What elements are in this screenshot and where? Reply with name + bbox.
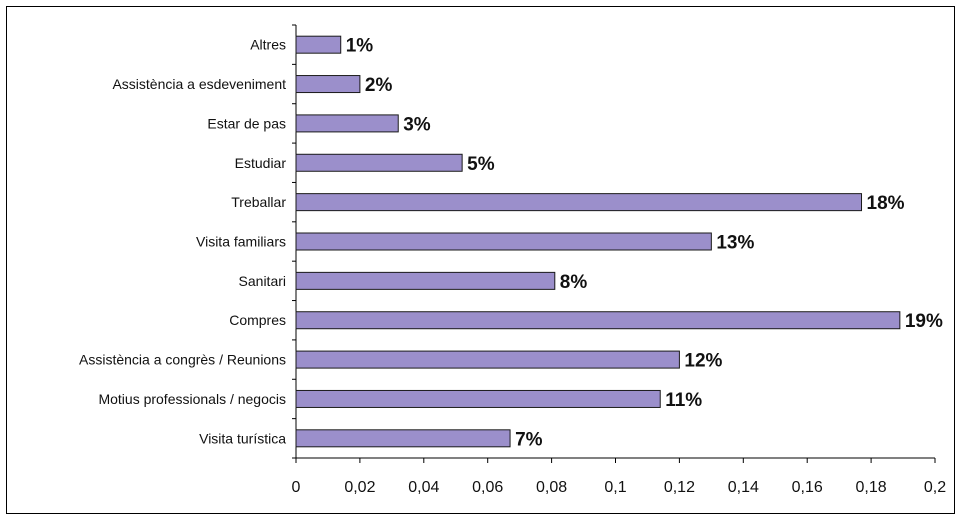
category-label: Assistència a esdeveniment	[112, 76, 286, 92]
bar	[295, 429, 511, 448]
x-tick-label: 0,02	[344, 479, 375, 496]
x-tick-label: 0,18	[856, 479, 887, 496]
bar	[295, 350, 680, 369]
category-label: Estudiar	[235, 155, 287, 171]
bar	[295, 75, 361, 94]
data-label: 8%	[560, 272, 588, 293]
category-label: Estar de pas	[207, 115, 286, 131]
category-label: Sanitari	[239, 273, 286, 289]
data-label: 13%	[716, 233, 754, 254]
category-label: Motius professionals / negocis	[98, 391, 286, 407]
data-label: 19%	[905, 311, 943, 332]
data-label: 5%	[467, 154, 495, 175]
bar	[295, 35, 342, 54]
data-label: 3%	[403, 114, 431, 135]
x-tick-label: 0,06	[472, 479, 503, 496]
bar	[295, 153, 463, 172]
bar	[295, 193, 863, 212]
x-tick-label: 0,12	[664, 479, 695, 496]
x-tick-label: 0,08	[536, 479, 567, 496]
data-label: 11%	[665, 390, 702, 411]
x-tick-label: 0,14	[728, 479, 759, 496]
data-label: 12%	[684, 351, 722, 372]
data-label: 2%	[365, 75, 393, 96]
category-label: Visita familiars	[196, 234, 286, 250]
data-label: 7%	[515, 429, 543, 450]
bar	[295, 114, 399, 133]
category-label: Assistència a congrès / Reunions	[79, 352, 286, 368]
bar	[295, 232, 712, 251]
x-tick-label: 0,16	[792, 479, 823, 496]
data-label: 1%	[346, 36, 374, 57]
data-label: 18%	[867, 193, 905, 214]
category-label: Visita turística	[199, 430, 286, 446]
x-tick-label: 0,04	[408, 479, 439, 496]
x-tick-label: 0,1	[604, 479, 626, 496]
category-label: Altres	[250, 37, 286, 53]
x-tick-label: 0	[292, 479, 301, 496]
bar	[295, 389, 661, 408]
category-label: Treballar	[231, 194, 286, 210]
bar	[295, 311, 901, 330]
category-label: Compres	[229, 312, 286, 328]
bar	[295, 271, 556, 290]
x-tick-label: 0,2	[924, 479, 946, 496]
